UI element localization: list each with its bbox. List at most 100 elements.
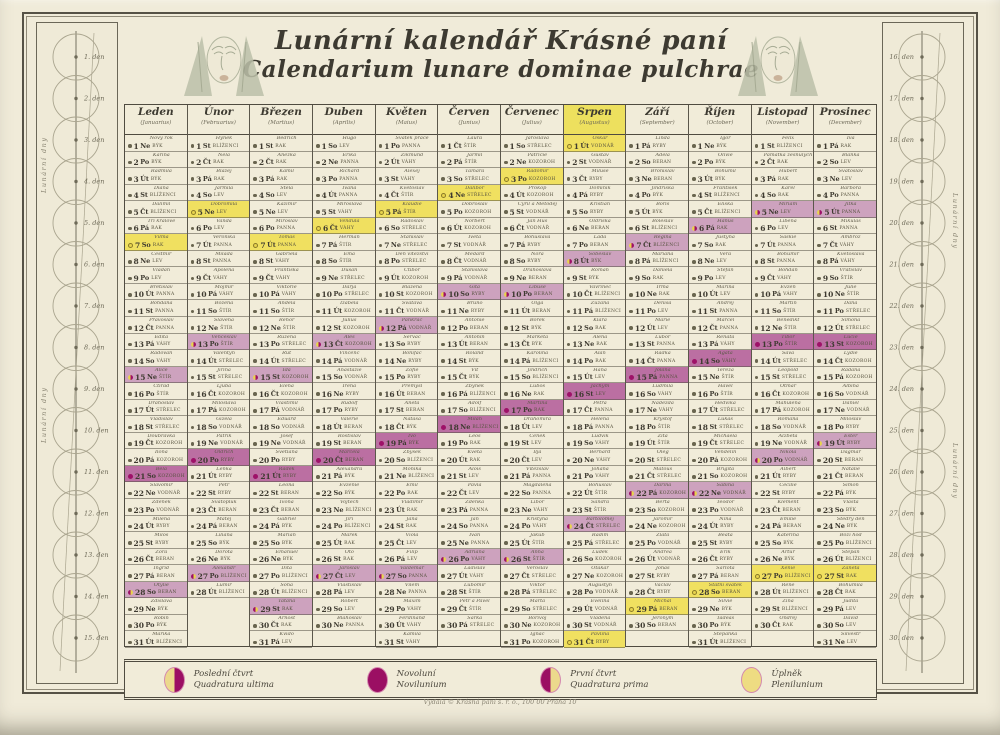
weekday-abbr: So <box>458 522 468 531</box>
nameday-label: Marcel <box>716 318 735 324</box>
moon-phase-icon <box>817 491 821 496</box>
day-number: 2 <box>822 158 829 168</box>
day-cell: Jindřich 15 So BLÍŽENCI <box>501 367 563 384</box>
day-number: 30 <box>446 621 458 631</box>
day-number: 5 <box>509 207 515 217</box>
day-cell: Emílie 24 Pá BERAN <box>751 516 814 533</box>
day-number: 23 <box>133 505 144 515</box>
nameday-label: Agáta <box>717 351 733 357</box>
weekday-abbr: Po <box>522 406 533 415</box>
moon-sign-label: PANNA <box>777 242 797 248</box>
month-header: Březen (Martius) <box>250 105 313 135</box>
moon-sign-label: VÁHY <box>401 160 416 166</box>
month-latin-label: (Julius) <box>521 120 542 126</box>
day-cell: Arnošt 30 Čt RAK <box>250 615 313 632</box>
day-number: 12 <box>133 323 144 333</box>
weekday-abbr: Ne <box>460 422 471 431</box>
day-cell: Vladěna 30 St VODNÁŘ <box>563 615 626 632</box>
nameday-label: Martin <box>779 301 797 307</box>
moon-phase-icon <box>566 475 571 479</box>
moon-phase-icon <box>817 293 821 297</box>
day-line: 19 Ne VODNÁŘ <box>754 439 813 448</box>
moon-sign-label: BLÍŽENCI <box>653 242 680 248</box>
weekday-abbr: Pá <box>772 290 782 299</box>
day-line: 15 Pá PANNA <box>628 373 687 382</box>
moon-sign-label: LEV <box>345 573 356 579</box>
weekday-abbr: Čt <box>704 207 713 216</box>
day-line: 11 Út KOZOROH <box>315 307 374 316</box>
moon-sign-label: LEV <box>780 209 791 215</box>
weekday-abbr: Čt <box>202 158 212 167</box>
day-cell: Zuzana 11 Pá BLÍŽENCI <box>563 300 626 318</box>
nameday-label: Štědrý den <box>836 516 865 522</box>
moon-phase-icon <box>504 326 508 330</box>
nameday-label: Mahulena <box>775 400 801 406</box>
moon-phase-icon <box>253 342 257 347</box>
nameday-label: Kamil <box>279 169 294 175</box>
moon-phase-icon <box>441 574 445 578</box>
day-line: 22 Pá BÝK <box>816 489 875 498</box>
moon-sign-label: RYBY <box>282 474 297 480</box>
weekday-abbr: Po <box>270 571 280 580</box>
day-number: 5 <box>761 207 767 217</box>
moon-sign-label: KOZOROH <box>782 391 810 397</box>
moon-phase-icon <box>566 391 572 397</box>
moon-phase-icon <box>378 293 383 297</box>
moon-sign-label: BÝK <box>157 606 168 612</box>
day-cell: Růžena 13 Po STŘELEC <box>250 334 313 351</box>
month-name-label: Říjen <box>704 106 736 118</box>
day-number: 31 <box>509 637 520 647</box>
nameday-label: Jan Hus <box>527 218 548 224</box>
moon-phase-icon <box>190 491 195 496</box>
moon-sign-label: PANNA <box>841 209 861 215</box>
day-number: 16 <box>384 389 395 399</box>
moon-sign-label: BERAN <box>528 275 547 281</box>
moon-phase-icon <box>253 309 257 314</box>
nameday-label: Ondřej <box>779 615 797 621</box>
day-number: 26 <box>258 555 270 565</box>
moon-phase-icon <box>504 408 510 414</box>
moon-sign-label: PANNA <box>719 308 738 314</box>
nameday-label: Bonifác <box>402 351 422 357</box>
weekday-abbr: Čt <box>145 439 154 448</box>
weekday-abbr: Po <box>209 340 219 349</box>
weekday-abbr: Po <box>460 555 470 564</box>
day-number: 5 <box>824 207 830 217</box>
moon-sign-label: ŠTÍR <box>339 259 352 265</box>
weekday-abbr: St <box>208 373 216 382</box>
svg-text:19. den: 19. den <box>889 178 914 186</box>
nameday-label: Ladislav <box>464 566 486 572</box>
weekday-abbr: Pá <box>584 422 594 431</box>
day-line: 15 Čt BÝK <box>440 373 499 382</box>
day-line: 21 Út RYBY <box>190 472 249 481</box>
moon-sign-label: BERAN <box>845 474 864 480</box>
weekday-abbr: So <box>396 340 406 349</box>
moon-sign-label: RAK <box>275 160 287 166</box>
day-cell: Otakar 27 Ne KOZOROH <box>563 565 626 582</box>
moon-sign-label: BÝK <box>783 540 794 546</box>
moon-sign-label: PANNA <box>212 259 232 265</box>
day-number: 24 <box>573 522 585 532</box>
moon-sign-label: STŘELEC <box>464 176 490 182</box>
nameday-label: Elena <box>279 384 294 390</box>
nameday-label: Jaroslava <box>525 136 550 141</box>
day-number: 22 <box>196 488 207 498</box>
nameday-label: Silvie <box>718 599 733 605</box>
day-number: 15 <box>135 373 146 383</box>
moon-sign-label: RYBY <box>719 557 734 563</box>
day-line: 24 Po BLÍŽENCI <box>315 522 374 531</box>
day-number: 29 <box>446 604 458 614</box>
day-cell: Felix 1 St BLÍŽENCI <box>751 135 814 152</box>
day-number: 22 <box>760 488 771 498</box>
weekday-abbr: St <box>646 455 655 464</box>
moon-sign-label: PANNA <box>469 507 489 513</box>
nameday-label: Heřman <box>339 235 360 241</box>
moon-sign-label: BÝK <box>344 490 355 496</box>
nameday-label: Tadeáš <box>716 615 735 621</box>
day-number: 28 <box>446 588 458 598</box>
nameday-label: Taťána <box>278 599 296 605</box>
day-number: 2 <box>572 158 578 168</box>
weekday-abbr: Čt <box>516 224 525 233</box>
moon-sign-label: BÝK <box>150 176 162 182</box>
day-line: 10 Ne ŠTÍR <box>816 290 875 299</box>
